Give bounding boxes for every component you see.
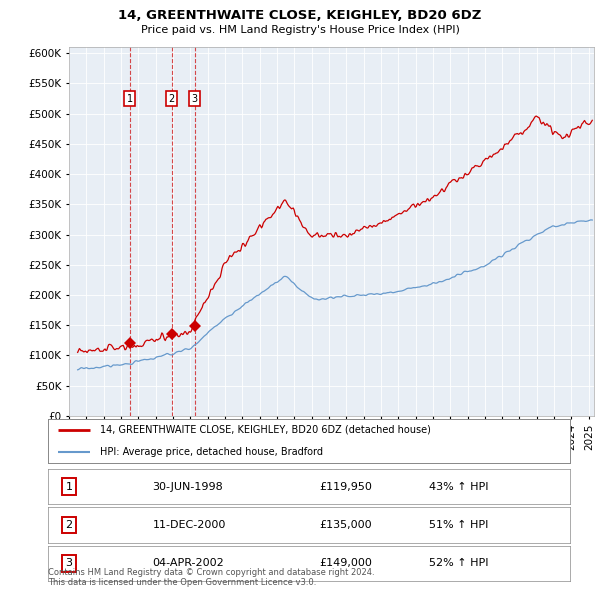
- Text: Price paid vs. HM Land Registry's House Price Index (HPI): Price paid vs. HM Land Registry's House …: [140, 25, 460, 35]
- Text: 14, GREENTHWAITE CLOSE, KEIGHLEY, BD20 6DZ (detached house): 14, GREENTHWAITE CLOSE, KEIGHLEY, BD20 6…: [100, 425, 431, 435]
- Text: 51% ↑ HPI: 51% ↑ HPI: [429, 520, 488, 530]
- Text: £119,950: £119,950: [319, 482, 373, 491]
- Text: 11-DEC-2000: 11-DEC-2000: [152, 520, 226, 530]
- Text: 04-APR-2002: 04-APR-2002: [152, 559, 224, 568]
- Text: 1: 1: [127, 94, 133, 104]
- Text: 3: 3: [191, 94, 197, 104]
- Text: 43% ↑ HPI: 43% ↑ HPI: [429, 482, 488, 491]
- Text: 1: 1: [65, 482, 73, 491]
- Text: 52% ↑ HPI: 52% ↑ HPI: [429, 559, 488, 568]
- Text: 14, GREENTHWAITE CLOSE, KEIGHLEY, BD20 6DZ: 14, GREENTHWAITE CLOSE, KEIGHLEY, BD20 6…: [118, 9, 482, 22]
- Text: 2: 2: [169, 94, 175, 104]
- Text: HPI: Average price, detached house, Bradford: HPI: Average price, detached house, Brad…: [100, 447, 323, 457]
- Text: 30-JUN-1998: 30-JUN-1998: [152, 482, 223, 491]
- Text: 2: 2: [65, 520, 73, 530]
- Text: £149,000: £149,000: [319, 559, 373, 568]
- Text: £135,000: £135,000: [319, 520, 372, 530]
- Text: Contains HM Land Registry data © Crown copyright and database right 2024.
This d: Contains HM Land Registry data © Crown c…: [48, 568, 374, 587]
- Text: 3: 3: [65, 559, 73, 568]
